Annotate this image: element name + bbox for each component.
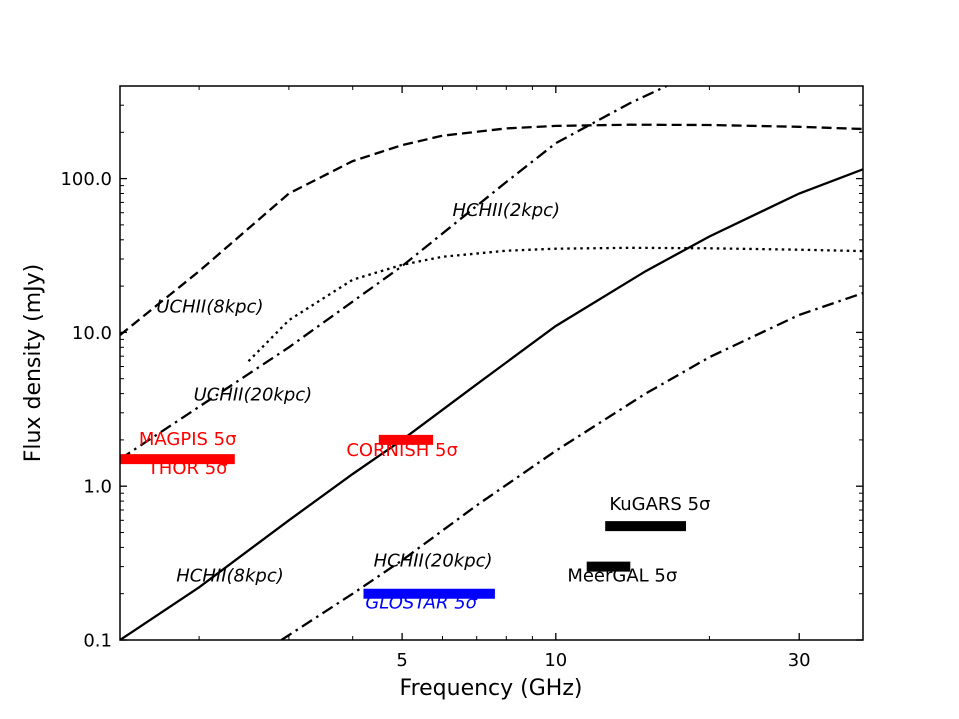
series-layer: [120, 86, 863, 640]
x-tick-label: 10: [544, 650, 567, 671]
text-layer: MAGPIS 5σ THOR 5σ CORNISH 5σ GLOSTAR 5σ KuGA…: [60, 169, 810, 671]
band-label-thor-5: THOR 5σ: [147, 458, 228, 479]
x-tick-label: 5: [396, 650, 407, 671]
y-tick-label: 100.0: [60, 169, 112, 190]
x-tick-label: 30: [788, 650, 811, 671]
band-label-kugars-5: KuGARS 5σ: [609, 494, 710, 515]
series-line-hchii-2kpc: [120, 86, 668, 461]
series-line-uchii-20kpc: [247, 246, 863, 363]
band-label-cornish-5: CORNISH 5σ: [346, 440, 458, 461]
annotation-hchii-20kpc: HCHII(20kpc): [374, 551, 493, 572]
y-axis-label: Flux density (mJy): [21, 264, 46, 462]
band-label-magpis-5: MAGPIS 5σ: [139, 429, 237, 450]
annotation-hchii-8kpc: HCHII(8kpc): [176, 566, 284, 587]
annotation-uchii-20kpc: UCHII(20kpc): [194, 385, 313, 406]
annotation-uchii-8kpc: UCHII(8kpc): [156, 296, 263, 317]
x-axis-label: Frequency (GHz): [400, 676, 583, 701]
bands-layer: [120, 434, 686, 599]
band-label-glostar-5: GLOSTAR 5σ: [365, 593, 477, 614]
plot-frame: [119, 85, 864, 641]
y-tick-label: 0.1: [83, 631, 112, 652]
ticks-layer: [120, 85, 864, 641]
series-line-hchii-20kpc: [280, 292, 863, 640]
series-line-hchii-8kpc: [120, 168, 863, 640]
y-tick-label: 10.0: [72, 323, 112, 344]
series-line-uchii-8kpc: [120, 123, 863, 336]
annotation-hchii-2kpc: HCHII(2kpc): [453, 200, 561, 221]
band-label-meergal-5: MeerGAL 5σ: [567, 566, 677, 587]
y-tick-label: 1.0: [83, 477, 112, 498]
